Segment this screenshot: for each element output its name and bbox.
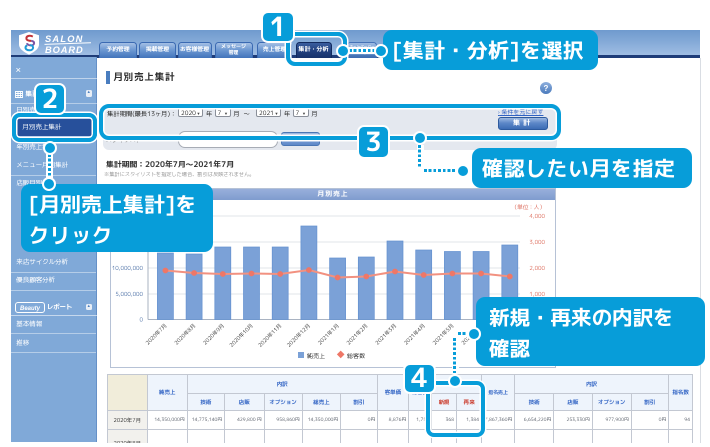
- svg-text:2020年10月: 2020年10月: [227, 322, 254, 349]
- svg-text:0: 0: [140, 316, 144, 324]
- svg-text:純売上: 純売上: [307, 352, 325, 360]
- svg-text:2020年12月: 2020年12月: [285, 322, 312, 349]
- svg-text:（単位：人）: （単位：人）: [511, 203, 545, 211]
- svg-text:2021年3月: 2021年3月: [373, 322, 398, 347]
- svg-text:総客数: 総客数: [347, 352, 365, 360]
- svg-text:3,000: 3,000: [529, 238, 545, 246]
- svg-text:BOARD: BOARD: [45, 43, 84, 56]
- svg-text:2021年1月: 2021年1月: [316, 322, 341, 347]
- svg-text:SALON: SALON: [45, 32, 84, 45]
- svg-text:2021年4月: 2021年4月: [402, 322, 427, 347]
- svg-text:10,000,000: 10,000,000: [112, 264, 144, 272]
- svg-text:5,000,000: 5,000,000: [115, 290, 143, 298]
- svg-text:2020年11月: 2020年11月: [256, 322, 283, 349]
- svg-text:2020年8月: 2020年8月: [172, 322, 197, 347]
- svg-text:1,000: 1,000: [529, 290, 545, 298]
- svg-text:4,000: 4,000: [529, 212, 545, 220]
- svg-text:2021年2月: 2021年2月: [345, 322, 370, 347]
- svg-text:2,000: 2,000: [529, 264, 545, 272]
- svg-text:2020年9月: 2020年9月: [201, 322, 226, 347]
- svg-text:2020年7月: 2020年7月: [144, 322, 169, 347]
